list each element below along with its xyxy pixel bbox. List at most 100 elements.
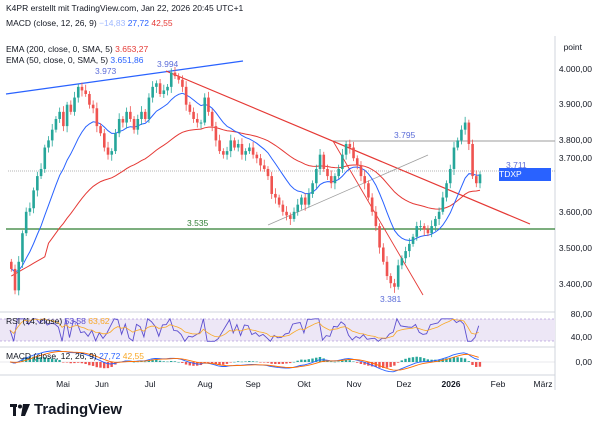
price-label-3700: 3.700,00 [558, 153, 592, 163]
candle [348, 143, 352, 148]
candle [80, 86, 84, 91]
month-maerz: März [533, 379, 553, 389]
candle [393, 283, 396, 287]
candle [292, 211, 296, 219]
macd-bar [76, 362, 80, 363]
candle [318, 154, 322, 169]
annotation-3535: 3.535 [187, 218, 209, 228]
candle [47, 140, 50, 148]
macd-bar [341, 360, 344, 362]
macd-bar [274, 362, 277, 364]
macd-bar [311, 358, 314, 362]
candle [199, 122, 203, 124]
rsi-ma-value: 63,62 [88, 316, 110, 326]
macd-bar [58, 359, 61, 362]
macd-bar [28, 357, 31, 362]
candle [259, 158, 262, 166]
candle [84, 90, 87, 94]
month-okt: Okt [297, 379, 311, 389]
current-price: 3.704,99 [503, 182, 537, 192]
candle [344, 143, 348, 155]
candle [76, 86, 80, 98]
macd-bar [289, 362, 292, 364]
candle [62, 111, 65, 127]
candle [374, 211, 378, 227]
candle [129, 111, 132, 119]
macd-panel-value: 27,72 [99, 351, 121, 361]
macd-bar [69, 362, 72, 364]
candle [91, 104, 95, 109]
candle [196, 118, 199, 123]
tradingview-logo[interactable]: TradingView [10, 401, 122, 418]
macd-bar [132, 361, 136, 363]
macd-bar [329, 361, 333, 363]
brand-name: TradingView [34, 401, 123, 418]
red-steep-line [332, 140, 424, 296]
rsi-tick-80: 80,00 [570, 309, 592, 319]
candle [385, 261, 389, 277]
macd-bar [478, 362, 482, 367]
month-2026: 2026 [441, 379, 461, 389]
candle [103, 133, 106, 148]
candle [73, 97, 76, 112]
ema200-legend: EMA (200, close, 0, SMA, 5) 3.653,27 [6, 44, 148, 54]
candle [21, 233, 24, 262]
macd-bar [192, 362, 195, 366]
macd-bar [281, 362, 284, 364]
macd-bar [270, 362, 273, 364]
candle [39, 168, 43, 177]
macd-bar [50, 358, 54, 362]
macd-label: MACD (close, 12, 26, 9) [6, 18, 97, 28]
candle [244, 151, 247, 155]
macd-panel-signal: 42,55 [122, 351, 145, 361]
macd-bar [177, 361, 180, 363]
annotation-3795: 3.795 [394, 130, 416, 140]
macd-bar [244, 361, 247, 362]
macd-bar [65, 362, 69, 363]
macd-legend-top: MACD (close, 12, 26, 9) −14,83 27,72 42,… [6, 18, 173, 28]
ema200-value: 3.653,27 [115, 44, 149, 54]
macd-legend: MACD (close, 12, 26, 9) 27,72 42,55 [6, 351, 144, 361]
ema50-label: EMA (50, close, 0, SMA, 5) [6, 55, 109, 65]
candle [106, 147, 110, 155]
macd-bar [106, 362, 110, 369]
candle [337, 168, 340, 177]
macd-bar [419, 357, 422, 362]
macd-bar [84, 362, 87, 365]
macd-bar [385, 362, 389, 368]
candle [389, 276, 393, 284]
candle [463, 122, 467, 130]
month-mai: Mai [56, 379, 70, 389]
rsi-tick-40: 40,00 [570, 332, 592, 342]
candle [177, 76, 180, 80]
ema50-value: 3.651,86 [110, 55, 144, 65]
rsi-ma-line [9, 318, 479, 339]
candle [95, 108, 99, 127]
candle [143, 111, 147, 119]
macd-bar [169, 360, 173, 362]
macd-bar [136, 361, 139, 363]
candle [437, 211, 441, 219]
candle [17, 261, 21, 291]
candle [36, 176, 39, 191]
candle [147, 97, 151, 119]
candle [233, 140, 236, 148]
macd-bar [467, 361, 470, 362]
macd-bar [214, 362, 217, 365]
candle [471, 143, 474, 177]
candle [382, 247, 385, 262]
candle [285, 211, 288, 216]
macd-bar [404, 358, 407, 362]
candle [262, 165, 266, 169]
candle [352, 147, 355, 159]
macd-bar [285, 362, 288, 364]
macd-bar [259, 362, 262, 363]
candle [270, 176, 273, 194]
macd-bar [303, 359, 307, 362]
macd-bar [315, 357, 318, 362]
macd-bar [408, 357, 411, 362]
macd-bar [460, 357, 463, 362]
symbol-badge: TDXP [499, 168, 522, 181]
candle [378, 226, 381, 248]
